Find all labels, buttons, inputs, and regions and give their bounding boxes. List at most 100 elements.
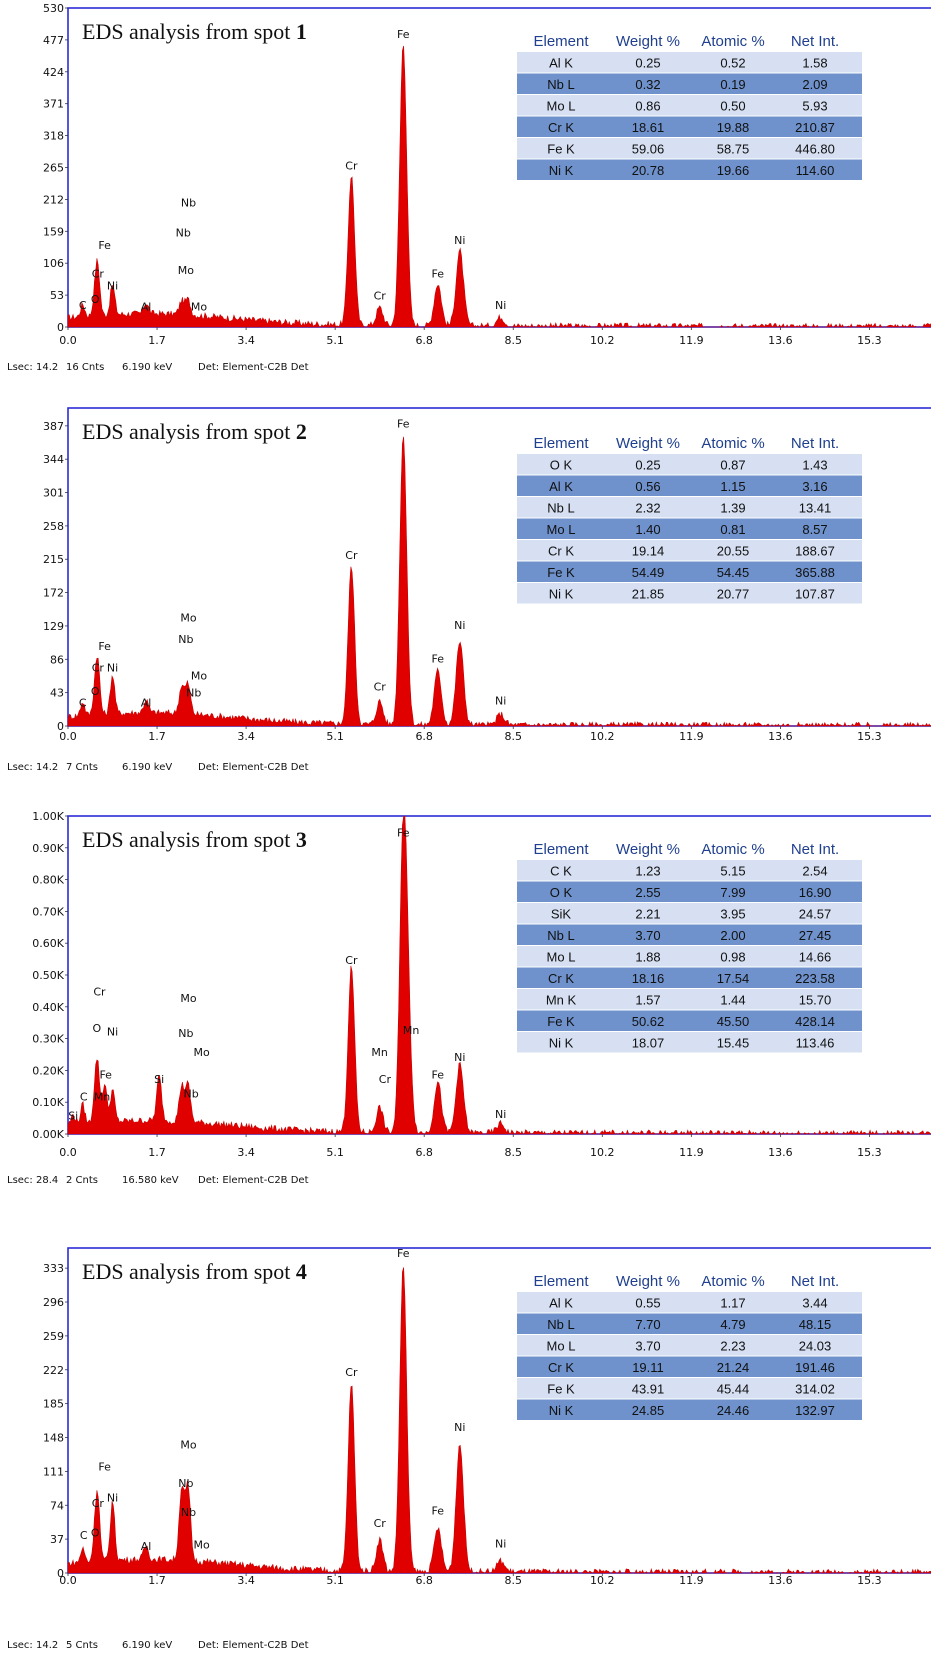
footer-text: 6.190 keV [122, 762, 172, 773]
peak-label: Fe [98, 640, 111, 653]
table-cell: 3.95 [720, 907, 745, 922]
y-tick-label: 172 [43, 587, 64, 600]
spectrum-trace [67, 815, 931, 1135]
footer-text: Det: Element-C2B Det [198, 1175, 309, 1186]
table-cell: 19.14 [632, 544, 665, 559]
peak-label: Cr [345, 954, 358, 967]
table-cell: 27.45 [799, 928, 832, 943]
table-cell: 1.23 [635, 864, 660, 879]
peak-label: Ni [495, 1108, 506, 1121]
table-cell: 0.50 [720, 99, 745, 114]
peak-label: Ni [107, 1025, 118, 1038]
table-cell: 2.55 [635, 885, 660, 900]
table-row [517, 946, 862, 967]
peak-label: Nb [186, 687, 201, 700]
x-tick-label: 15.3 [857, 730, 882, 743]
table-cell: 15.70 [799, 993, 832, 1008]
table-cell: 50.62 [632, 1014, 665, 1029]
peak-label: C [79, 299, 87, 312]
chart-title: EDS analysis from spot 3 [82, 827, 307, 852]
y-tick-label: 0.70K [32, 905, 64, 918]
table-cell: 24.85 [632, 1403, 665, 1418]
table-cell: 8.57 [802, 522, 827, 537]
table-cell: 4.79 [720, 1317, 745, 1332]
table-row [517, 73, 862, 94]
table-header-cell: Net Int. [791, 435, 839, 452]
table-cell: 54.45 [717, 565, 750, 580]
peak-label: Mn [403, 1024, 419, 1037]
peak-label: Si [154, 1073, 164, 1086]
footer-text: Det: Element-C2B Det [198, 1640, 309, 1651]
x-tick-label: 6.8 [415, 1146, 433, 1159]
table-cell: Cr K [548, 1360, 574, 1375]
eds-panel-2: 387 344 301 258 215 172 129 86 43 0 0.0 1.7 3.4 5.1 6.… [0, 400, 931, 790]
peak-label: Fe [98, 1460, 111, 1473]
y-tick-label: 0.30K [32, 1033, 64, 1046]
y-tick-label: 1.00K [32, 810, 64, 823]
peak-label: O [91, 685, 100, 698]
table-row [517, 1313, 862, 1334]
x-tick-label: 8.5 [504, 1146, 522, 1159]
peak-label: Cr [374, 1517, 387, 1530]
table-cell: 0.32 [635, 77, 660, 92]
table-header-cell: Atomic % [701, 33, 764, 50]
table-cell: 188.67 [795, 544, 835, 559]
peak-label: Mn [94, 1091, 110, 1104]
table-cell: Ni K [549, 587, 574, 602]
table-cell: 14.66 [799, 950, 832, 965]
peak-label: Fe [98, 239, 111, 252]
y-tick-label: 477 [43, 34, 64, 47]
table-header-cell: Net Int. [791, 841, 839, 858]
table-cell: 21.85 [632, 587, 665, 602]
x-tick-label: 1.7 [148, 334, 166, 347]
peak-label: Fe [397, 28, 410, 41]
table-cell: 210.87 [795, 120, 835, 135]
table-cell: Mo L [547, 99, 576, 114]
x-tick-label: 15.3 [857, 334, 882, 347]
table-cell: Fe K [547, 1382, 575, 1397]
peak-label: Ni [454, 619, 465, 632]
peak-label: O [91, 293, 100, 306]
table-row [517, 1399, 862, 1420]
table-row [517, 1292, 862, 1313]
x-tick-label: 8.5 [504, 334, 522, 347]
table-row [517, 989, 862, 1010]
table-cell: 24.46 [717, 1403, 750, 1418]
table-cell: 5.15 [720, 864, 745, 879]
x-tick-label: 5.1 [326, 1146, 344, 1159]
table-cell: Nb L [547, 928, 574, 943]
x-tick-label: 3.4 [237, 1146, 255, 1159]
table-cell: 2.09 [802, 77, 827, 92]
peak-label: Cr [379, 1073, 392, 1086]
peak-label: Cr [93, 986, 106, 999]
y-tick-label: 387 [43, 420, 64, 433]
table-cell: 45.44 [717, 1382, 750, 1397]
peak-label: Si [68, 1110, 78, 1123]
x-tick-label: 1.7 [148, 1146, 166, 1159]
table-cell: 1.58 [802, 56, 827, 71]
table-cell: Al K [549, 56, 573, 71]
peak-label: Cr [345, 549, 358, 562]
footer-text: Lsec: 14.2 [7, 362, 58, 373]
table-cell: 1.44 [720, 993, 745, 1008]
table-cell: SiK [551, 907, 572, 922]
peak-label: Fe [397, 827, 410, 840]
table-cell: Nb L [547, 1317, 574, 1332]
peak-label: Fe [432, 268, 445, 281]
x-tick-label: 11.9 [679, 1574, 704, 1587]
y-tick-label: 106 [43, 257, 64, 270]
table-cell: 1.39 [720, 501, 745, 516]
footer-text: 2 Cnts [66, 1175, 98, 1186]
peak-label: Cr [92, 1497, 105, 1510]
table-cell: Ni K [549, 1403, 574, 1418]
table-cell: 13.41 [799, 501, 832, 516]
table-cell: 19.88 [717, 120, 750, 135]
table-cell: Ni K [549, 163, 574, 178]
table-cell: 1.17 [720, 1296, 745, 1311]
table-cell: 107.87 [795, 587, 835, 602]
table-row [517, 903, 862, 924]
peak-label: Mn [371, 1046, 387, 1059]
table-cell: Nb L [547, 77, 574, 92]
peak-label: Nb [181, 197, 196, 210]
x-tick-label: 13.6 [768, 1146, 793, 1159]
